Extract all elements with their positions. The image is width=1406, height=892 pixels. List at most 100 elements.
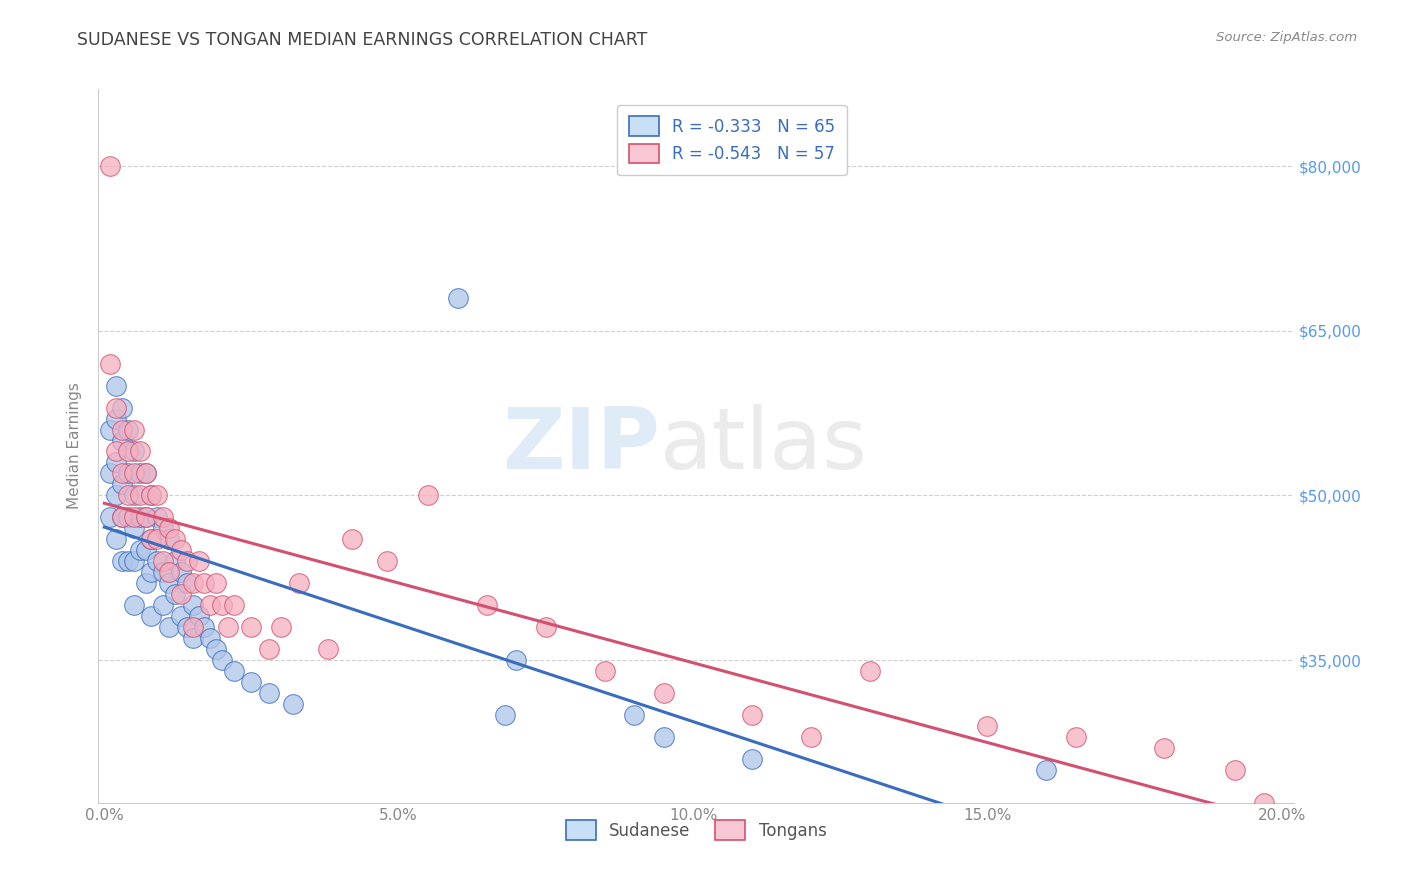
Point bbox=[494, 708, 516, 723]
Point bbox=[1035, 763, 1057, 777]
Point bbox=[117, 510, 139, 524]
Point bbox=[446, 291, 468, 305]
Point bbox=[111, 423, 134, 437]
Point bbox=[200, 598, 222, 612]
Point bbox=[117, 488, 139, 502]
Point bbox=[187, 554, 209, 568]
Point bbox=[741, 752, 763, 766]
Point bbox=[157, 533, 180, 547]
Point bbox=[211, 598, 233, 612]
Point bbox=[98, 510, 121, 524]
Point bbox=[128, 488, 150, 502]
Point bbox=[240, 675, 263, 690]
Point bbox=[146, 510, 169, 524]
Point bbox=[141, 488, 163, 502]
Point bbox=[505, 653, 527, 667]
Point bbox=[98, 467, 121, 481]
Point bbox=[141, 533, 163, 547]
Point bbox=[128, 543, 150, 558]
Point bbox=[134, 467, 156, 481]
Point bbox=[375, 554, 398, 568]
Point bbox=[176, 554, 198, 568]
Point bbox=[416, 488, 439, 502]
Point bbox=[152, 566, 174, 580]
Point bbox=[122, 510, 145, 524]
Point bbox=[105, 444, 128, 458]
Point bbox=[141, 488, 163, 502]
Point bbox=[98, 357, 121, 371]
Point bbox=[163, 554, 186, 568]
Point bbox=[181, 620, 204, 634]
Point bbox=[157, 566, 180, 580]
Text: atlas: atlas bbox=[661, 404, 868, 488]
Point bbox=[111, 434, 134, 448]
Point bbox=[134, 510, 156, 524]
Point bbox=[475, 598, 498, 612]
Point bbox=[128, 510, 150, 524]
Point bbox=[122, 488, 145, 502]
Point bbox=[157, 576, 180, 591]
Point bbox=[652, 730, 675, 744]
Point bbox=[205, 576, 228, 591]
Point bbox=[122, 521, 145, 535]
Point bbox=[98, 159, 121, 173]
Point bbox=[181, 631, 204, 645]
Point bbox=[859, 664, 882, 678]
Point bbox=[240, 620, 263, 634]
Point bbox=[163, 587, 186, 601]
Point bbox=[134, 467, 156, 481]
Point bbox=[534, 620, 557, 634]
Point bbox=[222, 598, 245, 612]
Point bbox=[1253, 796, 1275, 810]
Point bbox=[623, 708, 645, 723]
Point bbox=[652, 686, 675, 700]
Point bbox=[217, 620, 239, 634]
Point bbox=[122, 444, 145, 458]
Point bbox=[163, 533, 186, 547]
Point bbox=[111, 401, 134, 415]
Point bbox=[181, 598, 204, 612]
Point bbox=[281, 697, 304, 711]
Point bbox=[287, 576, 309, 591]
Point bbox=[111, 510, 134, 524]
Point bbox=[152, 510, 174, 524]
Point bbox=[141, 609, 163, 624]
Point bbox=[105, 455, 128, 469]
Point bbox=[105, 488, 128, 502]
Point bbox=[976, 719, 998, 733]
Point bbox=[316, 642, 339, 657]
Point bbox=[122, 467, 145, 481]
Point bbox=[157, 521, 180, 535]
Point bbox=[200, 631, 222, 645]
Point bbox=[152, 554, 174, 568]
Point bbox=[141, 566, 163, 580]
Point bbox=[117, 444, 139, 458]
Point bbox=[170, 609, 193, 624]
Point bbox=[270, 620, 292, 634]
Legend: Sudanese, Tongans: Sudanese, Tongans bbox=[557, 812, 835, 848]
Point bbox=[98, 423, 121, 437]
Point bbox=[170, 543, 193, 558]
Point bbox=[193, 620, 215, 634]
Point bbox=[141, 533, 163, 547]
Point bbox=[257, 686, 280, 700]
Point bbox=[181, 576, 204, 591]
Point bbox=[146, 488, 169, 502]
Point bbox=[105, 411, 128, 425]
Point bbox=[134, 576, 156, 591]
Point bbox=[170, 566, 193, 580]
Point bbox=[1223, 763, 1246, 777]
Point bbox=[741, 708, 763, 723]
Point bbox=[128, 467, 150, 481]
Point bbox=[111, 467, 134, 481]
Point bbox=[176, 620, 198, 634]
Point bbox=[105, 401, 128, 415]
Point bbox=[187, 609, 209, 624]
Point bbox=[122, 554, 145, 568]
Point bbox=[105, 378, 128, 392]
Point bbox=[146, 533, 169, 547]
Point bbox=[117, 423, 139, 437]
Point bbox=[593, 664, 616, 678]
Point bbox=[205, 642, 228, 657]
Point bbox=[117, 554, 139, 568]
